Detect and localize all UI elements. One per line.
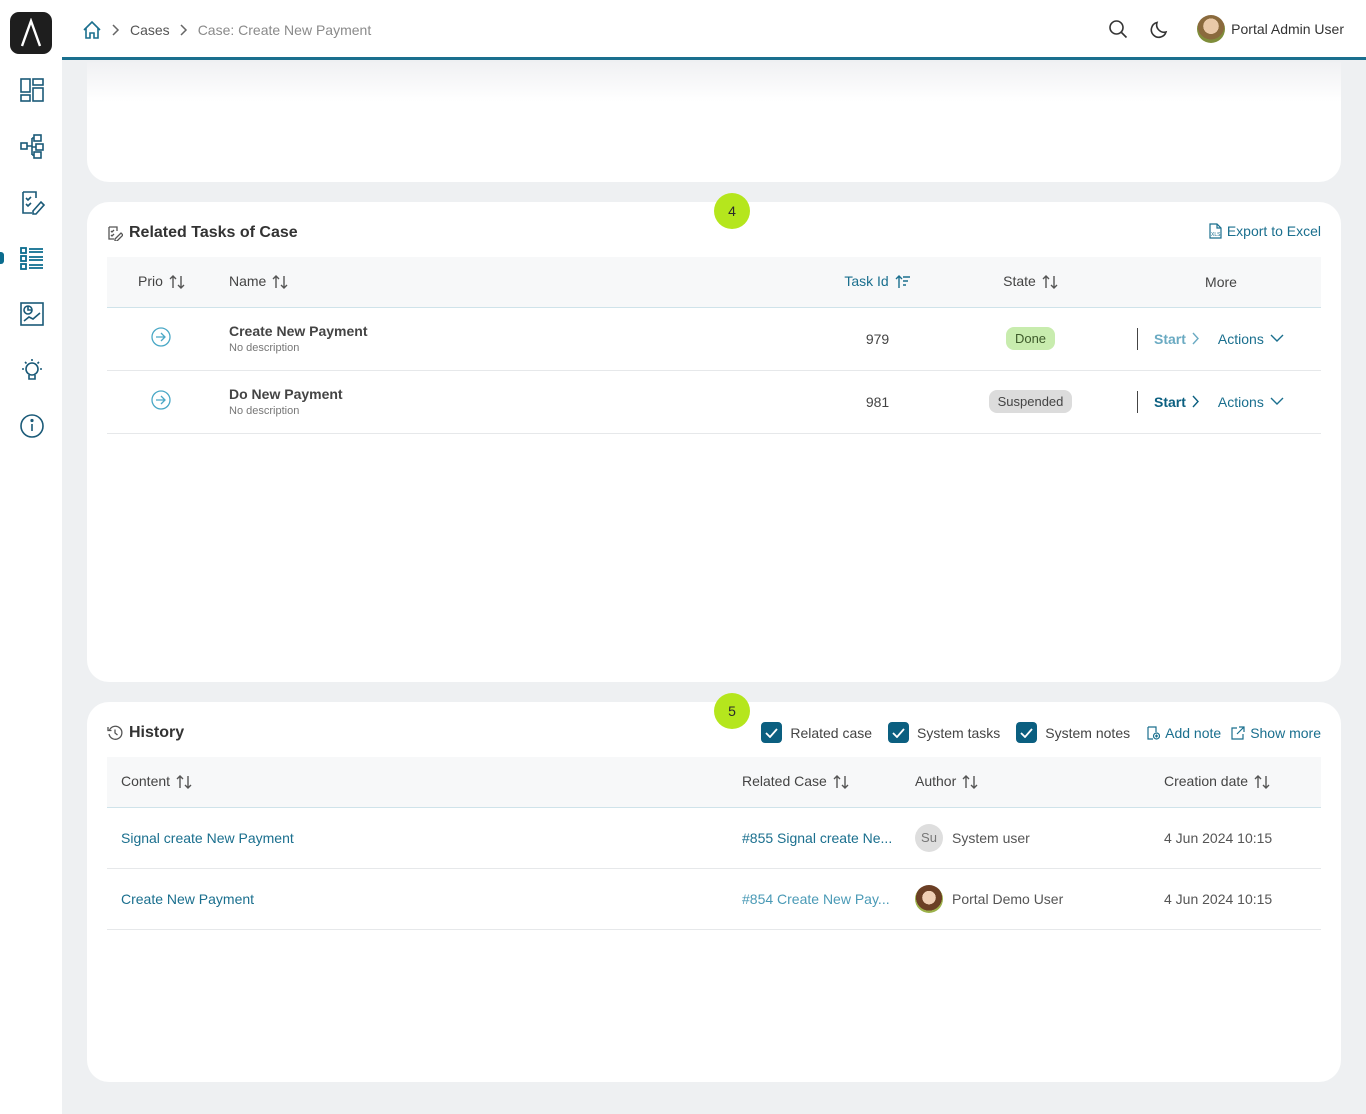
history-icon — [107, 725, 129, 741]
state-badge: Done — [1005, 327, 1056, 350]
chevron-right-icon — [112, 24, 120, 36]
col-name[interactable]: Name — [215, 257, 815, 308]
active-indicator — [0, 252, 4, 264]
tasks-title: Related Tasks of Case — [107, 224, 298, 242]
col-author[interactable]: Author — [915, 757, 1164, 808]
previous-section-card — [87, 62, 1341, 182]
table-header-row: Prio Name Task Id State More — [107, 257, 1321, 308]
table-row[interactable]: Create New Payment No description 979 Do… — [107, 307, 1321, 371]
breadcrumb-cases[interactable]: Cases — [130, 22, 170, 38]
sort-icon — [169, 274, 185, 290]
cases-icon[interactable] — [17, 243, 47, 273]
author-name: System user — [952, 829, 1030, 846]
process-icon[interactable] — [17, 131, 47, 161]
sort-icon — [1254, 774, 1270, 790]
filter-system-notes-checkbox[interactable]: System notes — [1016, 722, 1130, 743]
avatar — [1197, 15, 1226, 43]
statistics-icon[interactable] — [17, 299, 47, 329]
sort-icon — [1042, 274, 1058, 290]
sort-asc-icon — [895, 274, 911, 290]
table-row[interactable]: Create New Payment #854 Create New Pay..… — [107, 868, 1321, 930]
start-button[interactable]: Start — [1154, 394, 1200, 410]
related-case-link[interactable]: #855 Signal create Ne... — [742, 829, 893, 846]
history-title: History — [107, 724, 184, 742]
task-name[interactable]: Create New Payment — [229, 323, 368, 339]
avatar — [915, 884, 943, 913]
col-task-id[interactable]: Task Id — [815, 257, 940, 308]
col-more: More — [1121, 257, 1321, 308]
task-description: No description — [229, 342, 300, 354]
actions-dropdown[interactable]: Actions — [1218, 394, 1284, 410]
task-name[interactable]: Do New Payment — [229, 386, 343, 402]
task-id: 981 — [815, 370, 940, 434]
actions-dropdown[interactable]: Actions — [1218, 331, 1284, 347]
idea-icon[interactable] — [17, 355, 47, 385]
priority-normal-icon — [151, 327, 171, 347]
home-icon[interactable] — [82, 20, 102, 40]
table-row[interactable]: Do New Payment No description 981 Suspen… — [107, 370, 1321, 434]
author-name: Portal Demo User — [952, 890, 1064, 907]
related-case-link[interactable]: #854 Create New Pay... — [742, 890, 890, 907]
history-content-link[interactable]: Signal create New Payment — [121, 829, 294, 846]
start-button[interactable]: Start — [1154, 331, 1200, 347]
priority-normal-icon — [151, 390, 171, 410]
col-prio[interactable]: Prio — [107, 257, 215, 308]
table-row[interactable]: Signal create New Payment #855 Signal cr… — [107, 807, 1321, 869]
table-header-row: Content Related Case Author Creation dat… — [107, 757, 1321, 808]
history-card: 5 History Related case System tasks Syst… — [87, 693, 1341, 1082]
breadcrumb-current: Case: Create New Payment — [197, 22, 372, 38]
filter-system-tasks-checkbox[interactable]: System tasks — [888, 722, 1000, 743]
task-list-icon — [107, 225, 129, 241]
info-icon[interactable] — [17, 411, 47, 441]
state-badge: Suspended — [988, 390, 1073, 413]
dashboard-icon[interactable] — [17, 75, 47, 105]
sort-icon — [962, 774, 978, 790]
search-icon[interactable] — [1103, 14, 1133, 44]
sort-icon — [272, 274, 288, 290]
tasks-table: Prio Name Task Id State More Create New … — [107, 257, 1321, 434]
breadcrumb: Cases Case: Create New Payment — [82, 20, 371, 40]
col-related-case[interactable]: Related Case — [742, 757, 915, 808]
chevron-right-icon — [180, 24, 188, 36]
user-menu[interactable]: Portal Admin User — [1197, 15, 1344, 43]
col-creation-date[interactable]: Creation date — [1164, 757, 1321, 808]
add-note-button[interactable]: Add note — [1146, 725, 1221, 741]
step-badge: 5 — [714, 693, 750, 729]
export-excel-button[interactable]: XLS Export to Excel — [1209, 223, 1321, 239]
sort-icon — [833, 774, 849, 790]
related-tasks-card: 4 Related Tasks of Case XLS Export to Ex… — [87, 193, 1341, 682]
moon-icon[interactable] — [1145, 14, 1175, 44]
col-state[interactable]: State — [940, 257, 1121, 308]
step-badge: 4 — [714, 193, 750, 229]
creation-date: 4 Jun 2024 10:15 — [1164, 807, 1321, 869]
show-more-button[interactable]: Show more — [1231, 725, 1321, 741]
history-table: Content Related Case Author Creation dat… — [107, 757, 1321, 930]
task-description: No description — [229, 405, 300, 417]
avatar: Su — [915, 823, 943, 852]
top-header: Cases Case: Create New Payment Portal Ad… — [62, 0, 1366, 60]
filter-related-case-checkbox[interactable]: Related case — [761, 722, 872, 743]
sort-icon — [176, 774, 192, 790]
history-content-link[interactable]: Create New Payment — [121, 890, 255, 907]
app-logo[interactable] — [10, 12, 52, 54]
sidebar — [0, 0, 62, 1114]
user-name: Portal Admin User — [1231, 21, 1344, 37]
col-content[interactable]: Content — [107, 757, 742, 808]
task-id: 979 — [815, 307, 940, 371]
tasks-icon[interactable] — [17, 187, 47, 217]
creation-date: 4 Jun 2024 10:15 — [1164, 868, 1321, 930]
svg-text:XLS: XLS — [1211, 232, 1221, 238]
